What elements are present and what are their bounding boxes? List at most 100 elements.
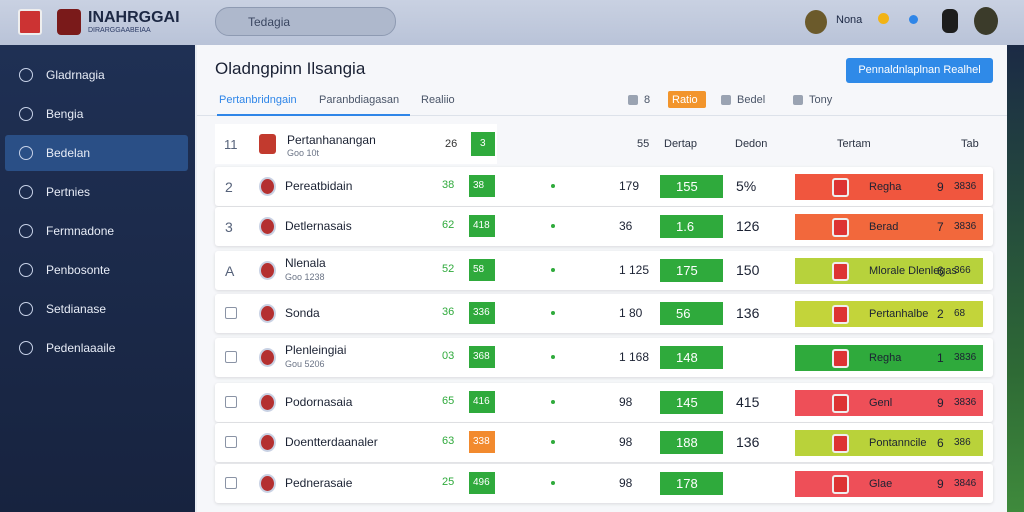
bar-number: 9 <box>937 396 944 410</box>
badge <box>469 259 495 281</box>
tab-icon <box>793 95 803 105</box>
badge <box>469 346 495 368</box>
nav-item[interactable]: Bengia <box>5 96 188 132</box>
nav-label: Penbosonte <box>46 263 111 277</box>
team-crest <box>259 433 276 452</box>
table-row[interactable]: Doentterdaanaler 63 338 98 188 136 Pontanncile… <box>215 423 993 462</box>
table-row[interactable]: A Nlenala Goo 1238 52 58 1 125 175 150 Mlorale D… <box>215 251 993 290</box>
search-box[interactable]: Tedagia <box>215 7 396 36</box>
column-header: Tertam <box>837 138 871 150</box>
table-row[interactable]: Podornasaia 65 416 98 145 415 Genl 9 3836 <box>215 383 993 422</box>
result-bar: Glae 9 3846 <box>795 471 983 497</box>
settings-icon[interactable] <box>942 9 958 33</box>
bar-label: Berad <box>869 221 899 233</box>
tab[interactable]: Pertanbridngain <box>219 94 297 106</box>
msg-icon[interactable] <box>909 15 918 24</box>
value: 1 80 <box>619 306 643 320</box>
logo: INAHRGGAI <box>88 9 180 26</box>
bar-crest <box>832 262 849 281</box>
value: 1 125 <box>619 263 650 277</box>
nav-label: Pedenlaaaile <box>46 341 116 355</box>
team-name: Pednerasaie <box>285 476 353 490</box>
bar-crest <box>832 349 849 368</box>
score: 148 <box>676 350 698 365</box>
table-row[interactable]: 3 Detlernasais 62 418 36 1.6 126 Berad 7 3836 <box>215 207 993 246</box>
bar-number: 386 <box>954 437 971 448</box>
value: 179 <box>619 179 640 193</box>
user-name[interactable]: Nona <box>836 14 863 26</box>
nav-item[interactable]: Penbosonte <box>5 252 188 288</box>
logo-sub: DIRARGGAABEIAA <box>88 27 151 34</box>
result-bar: Pertanhalbe 2 68 <box>795 301 983 327</box>
rank: 11 <box>224 137 238 152</box>
score: 145 <box>676 395 698 410</box>
status-dot <box>551 311 555 315</box>
value: 36 <box>619 219 633 233</box>
team-name: Plenleingiai <box>285 343 347 357</box>
tab[interactable]: Realiio <box>421 94 455 106</box>
badge-text: 58 <box>473 264 485 275</box>
table-row[interactable]: Pednerasaie 25 496 98 178 Glae 9 3846 <box>215 464 993 503</box>
nav-icon <box>19 146 33 160</box>
team-name: Detlernasais <box>285 219 352 233</box>
badge <box>469 431 495 453</box>
team-name: Nlenala <box>285 256 326 270</box>
extra: 136 <box>736 305 760 321</box>
right-tab[interactable]: Ratio <box>672 94 698 106</box>
primary-button[interactable]: Pennaldnlaplnan Realhel <box>846 58 993 83</box>
club-badge[interactable] <box>974 7 998 35</box>
value: 63 <box>442 435 455 447</box>
score: 178 <box>676 476 698 491</box>
team-crest <box>259 304 276 323</box>
flag <box>18 9 42 35</box>
nav-icon <box>19 263 33 277</box>
bar-label: Pontanncile <box>869 437 927 449</box>
team-sub: Gou 5206 <box>285 359 325 369</box>
value: 26 <box>445 138 458 150</box>
team-sub: Goo 10t <box>287 148 320 158</box>
bar-label: Regha <box>869 352 902 364</box>
value: 65 <box>442 395 455 407</box>
table-row[interactable]: Plenleingiai Gou 5206 03 368 1 168 148 Regha 1 3… <box>215 338 993 377</box>
right-tab[interactable]: Tony <box>809 94 833 106</box>
nav-item[interactable]: Pertnies <box>5 174 188 210</box>
score: 1.6 <box>676 219 695 234</box>
column-header: Dertap <box>664 138 698 150</box>
bar-number: 1 <box>937 351 944 365</box>
nav-item[interactable]: Gladrnagia <box>5 57 188 93</box>
nav-icon <box>19 107 33 121</box>
team-name: Doentterdaanaler <box>285 435 378 449</box>
rank: A <box>225 263 235 279</box>
team-name: Pereatbidain <box>285 179 353 193</box>
team-sub: Goo 1238 <box>285 272 325 282</box>
right-tab[interactable]: Bedel <box>737 94 766 106</box>
bar-number: 2 <box>937 307 944 321</box>
extra: 150 <box>736 262 760 278</box>
team-crest <box>259 474 276 493</box>
table-row[interactable]: Sonda 36 336 1 80 56 136 Pertanhalbe 2 68 <box>215 294 993 333</box>
nav-icon <box>19 68 33 82</box>
notice-icon[interactable] <box>878 13 889 24</box>
nav-item[interactable]: Setdianase <box>5 291 188 327</box>
table-row[interactable]: 2 Pereatbidain 38 38 179 155 5% Regha 9 3836 <box>215 167 993 206</box>
tab[interactable]: Paranbdiagasan <box>319 94 400 106</box>
bar-label: Glae <box>869 478 893 490</box>
badge-text: 336 <box>473 307 490 318</box>
bar-number: 9 <box>937 180 944 194</box>
result-bar: Regha 1 3836 <box>795 345 983 371</box>
rank: 3 <box>225 219 233 235</box>
extra: 415 <box>736 394 760 410</box>
extra: 5% <box>736 178 757 194</box>
badge-text: 418 <box>473 220 490 231</box>
search-text: Tedagia <box>248 15 291 29</box>
column-header: 55 <box>637 138 650 150</box>
nav-item[interactable]: Pedenlaaaile <box>5 330 188 366</box>
nav-item[interactable]: Bedelan <box>5 135 188 171</box>
value: 03 <box>442 350 455 362</box>
status-dot <box>551 268 555 272</box>
right-tab[interactable]: 8 <box>644 94 651 106</box>
score-box <box>660 391 723 414</box>
nav-item[interactable]: Fermnadone <box>5 213 188 249</box>
avatar[interactable] <box>805 10 827 34</box>
score-box <box>660 302 723 325</box>
